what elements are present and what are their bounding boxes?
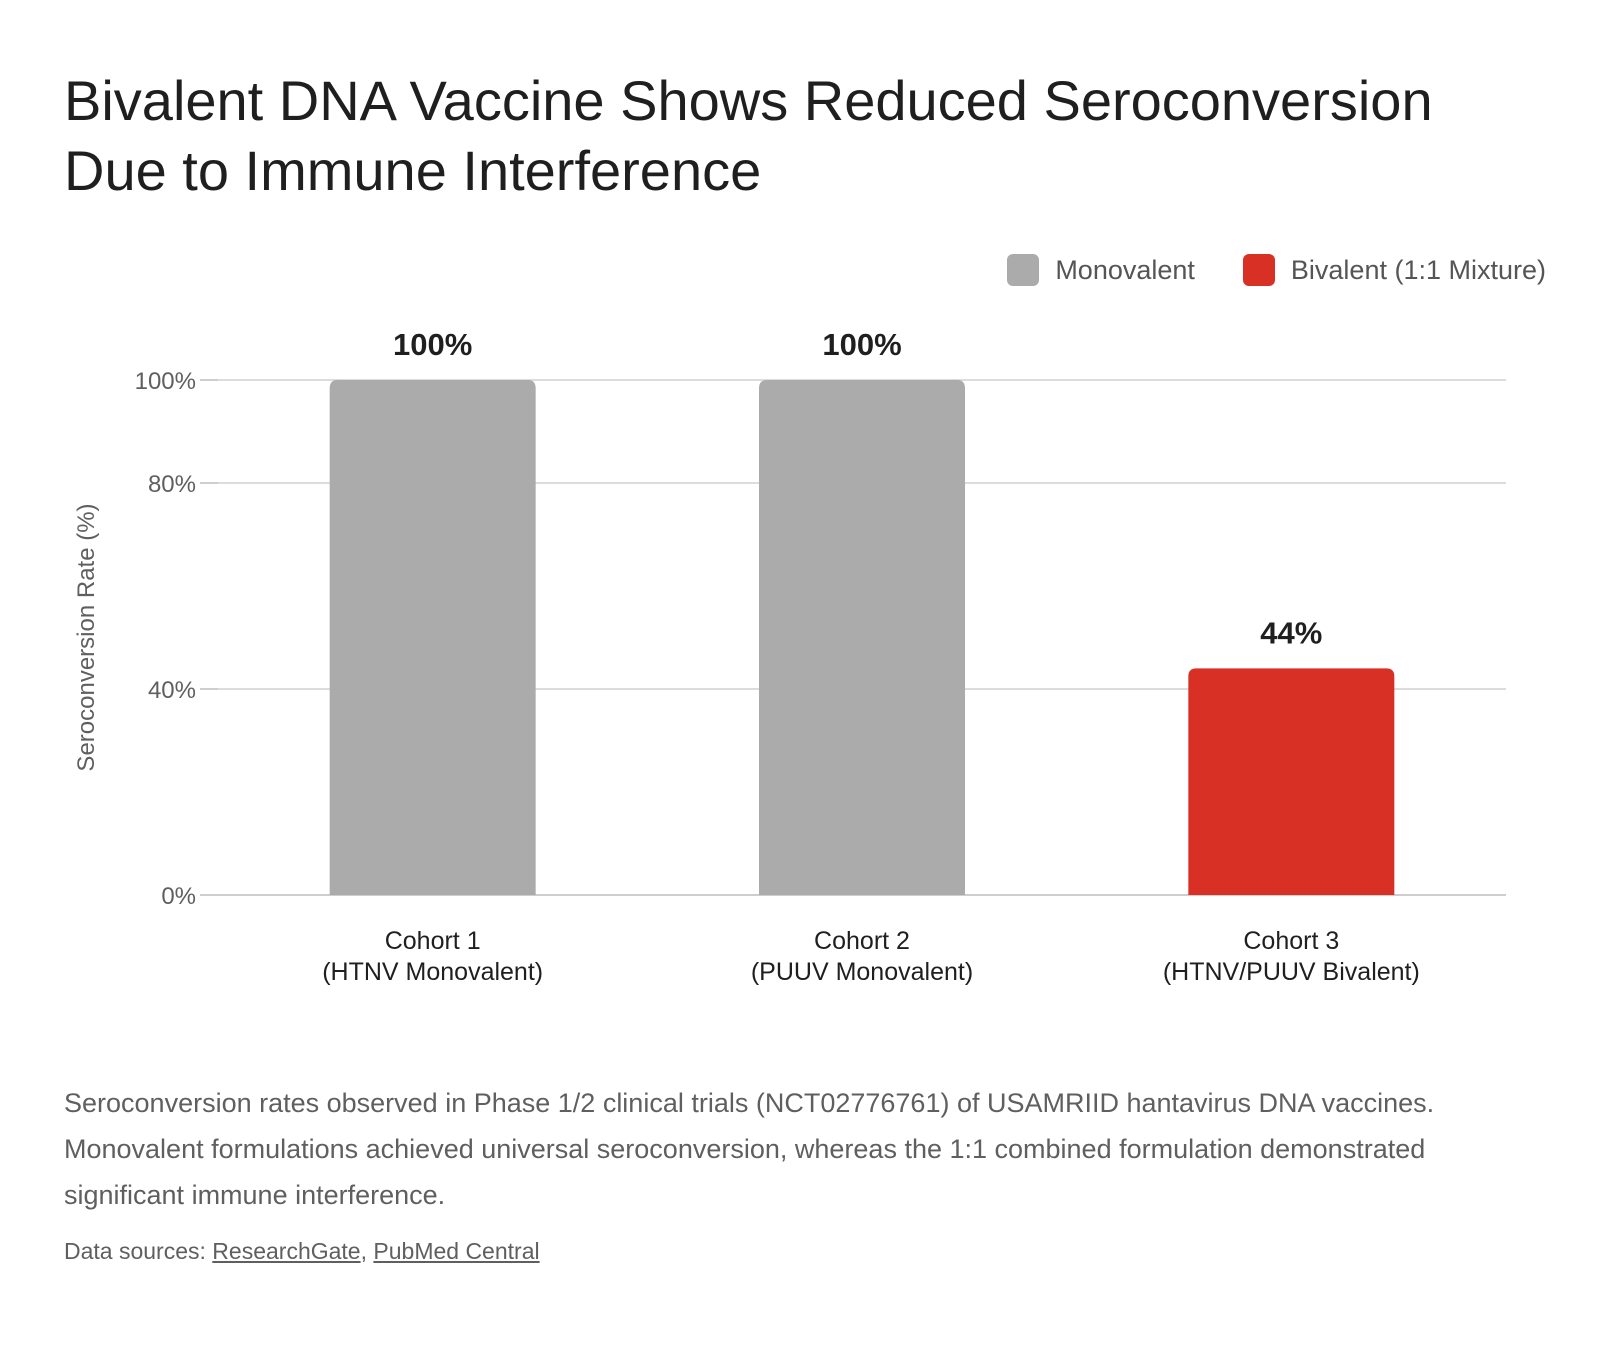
x-tick-label: Cohort 1 — [385, 927, 481, 955]
y-tick-label: 100% — [135, 368, 196, 395]
bar-value-label: 100% — [393, 327, 472, 362]
y-axis-label: Seroconversion Rate (%) — [73, 503, 100, 771]
x-tick-sublabel: (HTNV Monovalent) — [322, 958, 543, 986]
sources-separator: , — [360, 1238, 374, 1264]
x-tick-label: Cohort 3 — [1243, 927, 1339, 955]
y-tick-label: 40% — [148, 677, 196, 704]
data-sources: Data sources: ResearchGate, PubMed Centr… — [64, 1238, 540, 1265]
legend-label-bivalent: Bivalent (1:1 Mixture) — [1290, 254, 1546, 285]
y-tick-label: 80% — [148, 471, 196, 498]
bars — [329, 380, 1395, 895]
legend-item-bivalent: Bivalent (1:1 Mixture) — [1242, 254, 1546, 286]
bar — [1188, 668, 1395, 895]
legend-swatch-monovalent — [1007, 254, 1040, 286]
legend-item-monovalent: Monovalent — [1007, 254, 1195, 286]
bar-value-label: 100% — [822, 327, 901, 362]
y-axis-ticks: 0% 40% 80% 100% — [135, 368, 218, 910]
chart-title: Bivalent DNA Vaccine Shows Reduced Seroc… — [64, 69, 1433, 202]
bar — [759, 380, 965, 895]
source-link-pubmed-central[interactable]: PubMed Central — [373, 1238, 540, 1264]
x-tick-sublabel: (HTNV/PUUV Bivalent) — [1163, 958, 1420, 986]
x-tick-label: Cohort 2 — [814, 927, 910, 955]
y-tick-label: 0% — [161, 883, 196, 910]
bar — [329, 380, 536, 895]
bar-value-label: 44% — [1260, 615, 1322, 650]
x-tick-sublabel: (PUUV Monovalent) — [751, 958, 973, 986]
x-axis-labels: Cohort 1 (HTNV Monovalent) Cohort 2 (PUUV M… — [322, 927, 1420, 986]
bar-chart: 0% 40% 80% 100% 100% 100% 44% Cohort 1 (HTNV M… — [73, 327, 1506, 986]
value-labels: 100% 100% 44% — [393, 327, 1322, 650]
chart-caption: Seroconversion rates observed in Phase 1… — [64, 1088, 1435, 1210]
source-link-researchgate[interactable]: ResearchGate — [212, 1238, 361, 1264]
sources-prefix: Data sources: — [64, 1238, 213, 1264]
legend-label-monovalent: Monovalent — [1055, 254, 1195, 285]
legend-swatch-bivalent — [1242, 254, 1275, 286]
chart-legend: Monovalent Bivalent (1:1 Mixture) — [1007, 254, 1546, 286]
